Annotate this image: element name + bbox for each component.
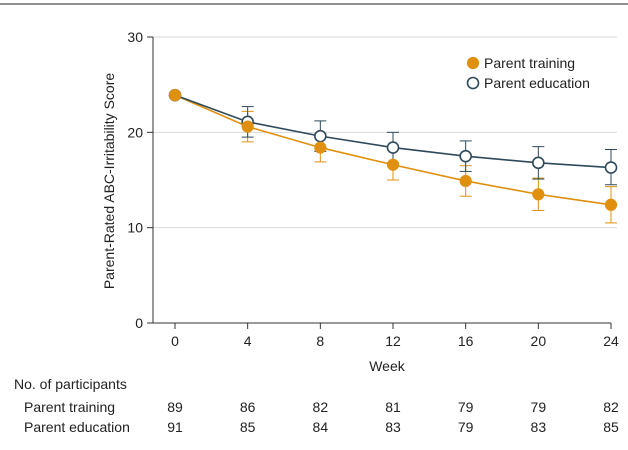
legend-marker-parent-training [466, 56, 480, 70]
x-tick-label-16: 16 [458, 333, 474, 349]
data-point-0-24 [604, 198, 618, 211]
participants-count-1-4: 85 [240, 419, 256, 435]
gridlines [153, 36, 617, 229]
participants-count-1-12: 83 [385, 419, 401, 435]
x-tick-label-24: 24 [603, 333, 619, 349]
participants-count-1-24: 85 [603, 419, 619, 435]
participants-count-0-16: 79 [458, 399, 474, 415]
participants-count-1-8: 84 [313, 419, 329, 435]
participants-count-0-0: 89 [167, 399, 183, 415]
data-point-0-16 [459, 174, 472, 188]
legend-label-parent-education: Parent education [484, 75, 590, 91]
participants-counts: 89 86 82 81 79 79 82 91 85 84 83 79 83 85 [167, 399, 619, 435]
data-point-0-8 [314, 141, 327, 154]
data-point-1-8 [314, 129, 327, 143]
data-point-0-0 [168, 89, 182, 102]
x-tick-label-4: 4 [244, 333, 252, 349]
legend-label-parent-training: Parent training [484, 55, 575, 71]
axes: 0 10 20 30 0 4 8 12 16 20 24 [127, 29, 619, 349]
y-axis-title: Parent-Rated ABC-Irritability Score [101, 73, 117, 290]
x-tick-label-8: 8 [316, 333, 324, 349]
y-tick-label-20: 20 [127, 124, 143, 140]
participants-count-1-0: 91 [167, 419, 183, 435]
data-point-1-24 [604, 161, 618, 174]
participants-count-0-8: 82 [313, 399, 329, 415]
legend-marker-parent-education [466, 76, 480, 90]
participants-count-0-20: 79 [531, 399, 547, 415]
data-point-1-20 [532, 156, 545, 170]
data-point-0-4 [241, 120, 254, 133]
legend: Parent training Parent education [466, 55, 590, 91]
participants-table: No. of participants Parent training Pare… [14, 376, 619, 435]
data-point-0-20 [532, 188, 545, 201]
y-tick-label-30: 30 [127, 29, 143, 45]
participants-row-label-training: Parent training [24, 399, 115, 415]
data-series [168, 88, 618, 224]
y-tick-label-10: 10 [127, 220, 143, 236]
participants-count-1-20: 83 [531, 419, 547, 435]
x-tick-label-20: 20 [531, 333, 547, 349]
participants-count-0-24: 82 [603, 399, 619, 415]
x-tick-label-0: 0 [171, 333, 179, 349]
participants-count-1-16: 79 [458, 419, 474, 435]
participants-row-label-education: Parent education [24, 419, 130, 435]
data-point-1-12 [386, 141, 400, 154]
participants-count-0-4: 86 [240, 399, 256, 415]
participants-heading: No. of participants [14, 376, 127, 392]
x-axis-title: Week [369, 358, 406, 374]
x-tick-label-12: 12 [385, 333, 401, 349]
participants-count-0-12: 81 [385, 399, 401, 415]
y-tick-label-0: 0 [135, 315, 143, 331]
data-point-1-16 [459, 149, 472, 163]
data-point-0-12 [386, 158, 400, 171]
